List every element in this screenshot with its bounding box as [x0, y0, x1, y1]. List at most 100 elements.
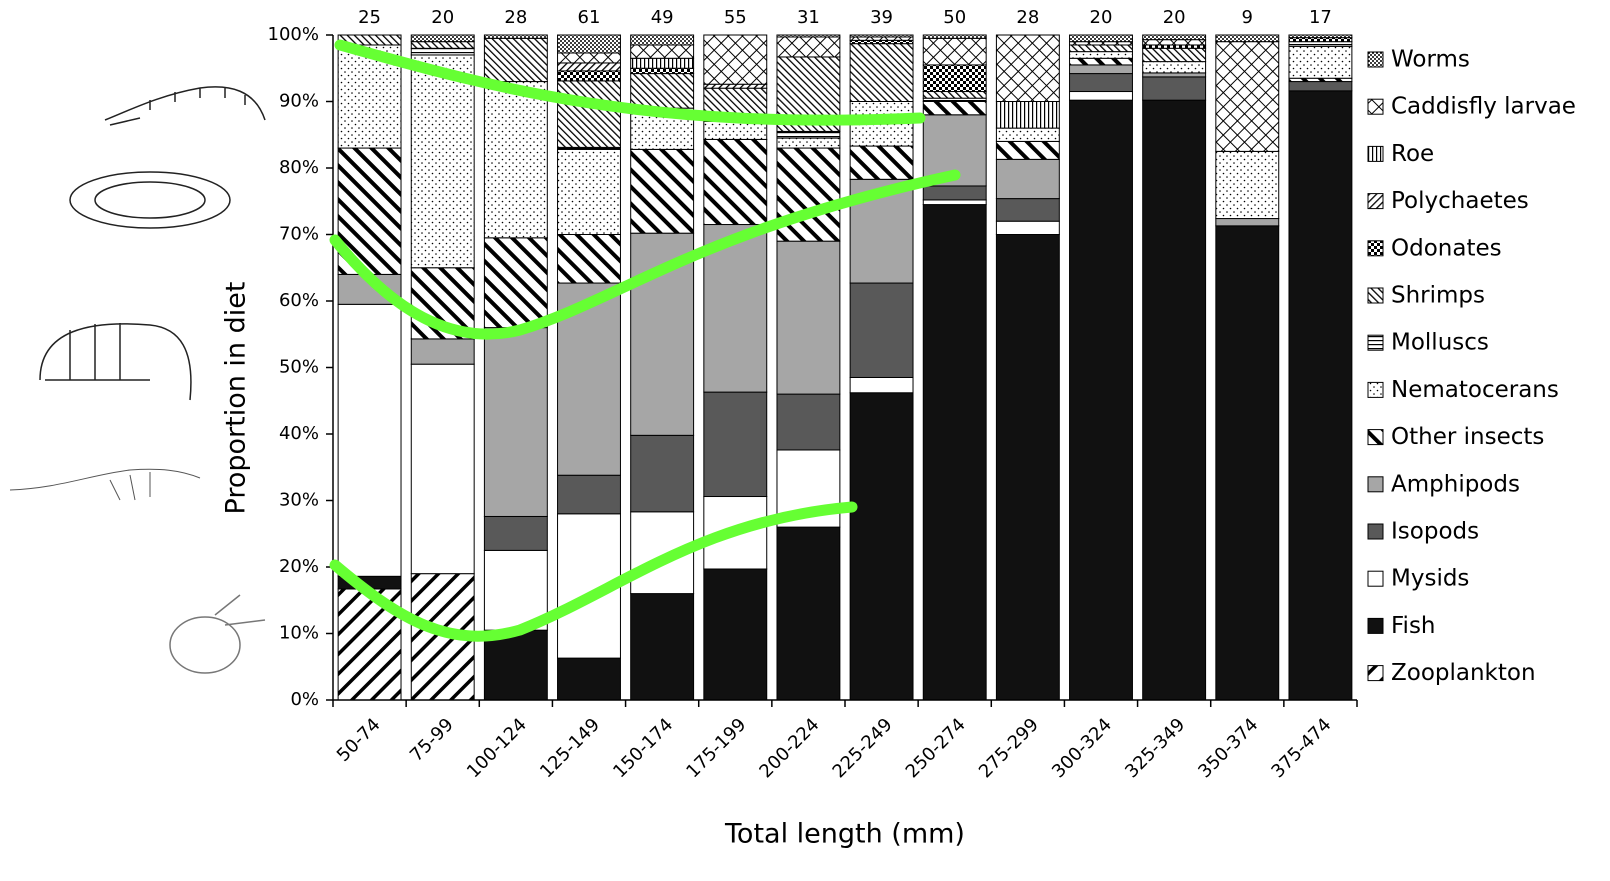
y-tick-label: 80%: [279, 157, 319, 178]
bar-segment: [703, 568, 768, 701]
legend-label: Shrimps: [1391, 283, 1485, 309]
bar-segment: [776, 526, 841, 701]
y-tick-label: 60%: [279, 290, 319, 311]
x-tick-label: 325-349: [1121, 714, 1189, 782]
bar-segment: [995, 101, 1060, 129]
bar-segment: [922, 37, 987, 66]
sample-size: 28: [1016, 7, 1039, 28]
bar-segment: [1142, 99, 1207, 701]
x-tick-label: 125-149: [536, 714, 604, 782]
bar-segment: [1288, 81, 1353, 92]
bar-segment: [557, 657, 621, 701]
bar-segment: [1069, 57, 1133, 66]
x-tick-label: 50-74: [333, 714, 385, 766]
bar-segment: [1142, 39, 1207, 46]
legend-label: Odonates: [1391, 235, 1502, 261]
bar-segment: [483, 327, 548, 517]
bar-segment: [483, 237, 548, 329]
bar-segment: [1069, 34, 1133, 43]
bar-segment: [776, 34, 841, 38]
bar-segment: [703, 391, 768, 498]
bar-segment: [776, 36, 841, 58]
legend-label: Isopods: [1391, 519, 1479, 545]
bar-segment: [703, 138, 768, 226]
legend-swatch: [1367, 381, 1384, 398]
bar-segment: [630, 34, 695, 46]
bar-segment: [1288, 37, 1353, 43]
bar-segment: [922, 185, 987, 201]
legend-label: Zooplankton: [1391, 660, 1536, 686]
bar-segment: [557, 148, 621, 236]
bar-segment: [922, 199, 987, 206]
trend-line: [334, 39, 926, 126]
legend-swatch: [1367, 665, 1384, 682]
bar-segment: [557, 474, 621, 515]
bar-segment: [1215, 34, 1280, 43]
bar-segment: [557, 34, 621, 54]
legend-swatch: [1367, 617, 1384, 634]
y-tick-label: 50%: [279, 357, 319, 378]
sample-size: 20: [431, 7, 454, 28]
bar-segment: [1288, 90, 1353, 701]
x-tick-label: 275-299: [975, 714, 1043, 782]
sample-size: 9: [1242, 7, 1253, 28]
x-axis-title: Total length (mm): [724, 819, 965, 850]
bar-segment: [995, 234, 1060, 701]
bar-segment: [776, 137, 841, 149]
legend-label: Roe: [1391, 141, 1434, 167]
bar-segment: [337, 303, 402, 577]
bar-segment: [410, 338, 475, 365]
bar-segment: [1142, 34, 1207, 41]
legend-label: Polychaetes: [1391, 188, 1529, 214]
bar-segment: [1069, 44, 1133, 53]
legend-swatch: [1367, 145, 1384, 162]
bar-segment: [922, 101, 987, 116]
bar-segment: [557, 62, 621, 72]
y-axis-title: Proportion in diet: [221, 282, 252, 515]
mysid-sketch: [9, 468, 201, 501]
legend-swatch: [1367, 476, 1384, 493]
legend-swatch: [1367, 570, 1384, 587]
bar-segment: [1288, 41, 1353, 47]
zooplankton-antennae: [214, 594, 266, 626]
y-tick-label: 90%: [279, 91, 319, 112]
x-tick-label: 75-99: [406, 714, 458, 766]
amphipod-sketch: [39, 323, 192, 401]
x-tick-label: 375-474: [1267, 714, 1335, 782]
bar-segment: [630, 57, 695, 69]
bar-segment: [630, 44, 695, 59]
bar-segment: [1288, 34, 1353, 39]
x-tick-label: 175-199: [682, 714, 750, 782]
bar-segment: [410, 363, 475, 575]
legend-swatch: [1367, 51, 1384, 68]
sample-size: 20: [1090, 7, 1113, 28]
x-tick-label: 100-124: [463, 714, 531, 782]
bar-segment: [1215, 225, 1280, 701]
bar-segment: [995, 140, 1060, 160]
bar-segment: [483, 81, 548, 239]
bar-segment: [1069, 99, 1133, 701]
sample-size: 31: [797, 7, 820, 28]
legend-label: Caddisfly larvae: [1391, 94, 1576, 120]
x-tick-label: 225-249: [829, 714, 897, 782]
legend-swatch: [1367, 98, 1384, 115]
insect-sketch-inner: [94, 181, 206, 219]
x-tick-label: 200-224: [755, 714, 823, 782]
bar-segment: [410, 47, 475, 56]
bar-segment: [849, 282, 914, 378]
bar-segment: [849, 43, 914, 102]
bar-segment: [776, 240, 841, 395]
bar-segment: [1069, 51, 1133, 59]
bar-segment: [849, 392, 914, 701]
sample-size: 39: [870, 7, 893, 28]
legend-swatch: [1367, 287, 1384, 304]
legend-label: Nematocerans: [1391, 377, 1559, 403]
bar-segment: [410, 34, 475, 43]
bar-segment: [1142, 76, 1207, 101]
bar-segment: [995, 158, 1060, 200]
bar-segment: [703, 34, 768, 85]
sample-size: 49: [651, 7, 674, 28]
bar-segment: [922, 34, 987, 39]
bar-segment: [995, 34, 1060, 102]
